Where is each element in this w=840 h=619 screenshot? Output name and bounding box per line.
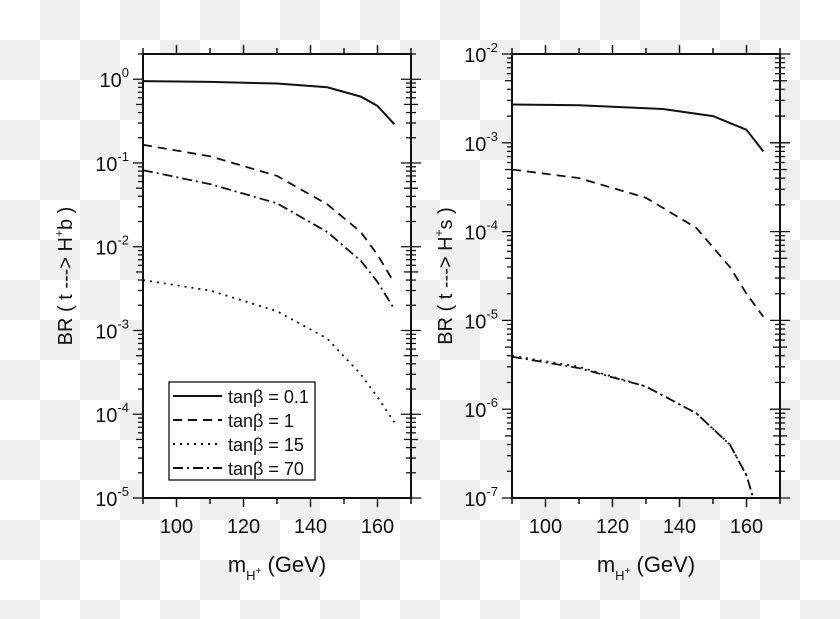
- y-tick-label: 10-3: [464, 129, 498, 156]
- text-part: 10: [95, 321, 117, 343]
- text-part: 10: [464, 45, 486, 67]
- x-tick-label: 140: [663, 516, 696, 538]
- text-part: -3: [486, 129, 498, 144]
- text-part: m: [597, 552, 615, 577]
- y-tick-label: 10-7: [464, 484, 498, 511]
- text-part: H: [246, 568, 255, 583]
- series-line-dashdot: [511, 355, 755, 499]
- panel-right: 100 120 140 16010-210-310-410-510-610-7mH+ …: [432, 40, 790, 583]
- text-part: 10: [464, 489, 486, 511]
- text-part: 10: [95, 489, 117, 511]
- legend-label: tanβ = 70: [228, 459, 304, 479]
- y-axis-label: BR ( t ---> H+s ): [432, 207, 457, 345]
- text-part: -4: [117, 400, 129, 415]
- text-part: 10: [464, 223, 486, 245]
- y-axis-label: BR ( t ---> H+b ): [52, 207, 77, 346]
- text-part: -5: [117, 484, 129, 499]
- y-tick-label: 10-2: [95, 233, 129, 260]
- legend: tanβ = 0.1 tanβ = 1 tanβ = 15 tanβ = 70: [168, 381, 316, 481]
- y-tick-label: 10-3: [95, 316, 129, 343]
- y-tick-label: 10-2: [464, 40, 498, 67]
- x-axis-label: mH+ (GeV): [228, 552, 326, 583]
- x-tick-label: 140: [294, 516, 327, 538]
- y-tick-label: 100: [100, 65, 129, 92]
- text-part: BR ( t ---> H: [435, 236, 457, 344]
- text-part: +: [625, 566, 631, 577]
- text-part: -5: [486, 306, 498, 321]
- x-tick-label: 160: [730, 516, 763, 538]
- plot-area: [511, 53, 781, 499]
- text-part: -7: [486, 484, 498, 499]
- text-part: -2: [117, 233, 129, 248]
- text-part: -3: [117, 316, 129, 331]
- y-tick-label: 10-1: [95, 149, 129, 176]
- y-tick-label: 10-4: [95, 400, 129, 427]
- text-part: (GeV): [630, 552, 695, 577]
- text-part: H: [615, 568, 624, 583]
- x-tick-label: 100: [529, 516, 562, 538]
- legend-label: tanβ = 15: [228, 435, 304, 455]
- text-part: 10: [95, 238, 117, 260]
- text-part: +: [256, 566, 262, 577]
- text-part: +: [52, 230, 66, 237]
- text-part: 10: [95, 154, 117, 176]
- text-part: -2: [486, 40, 498, 55]
- text-part: 10: [464, 311, 486, 333]
- x-axis-label: mH+ (GeV): [597, 552, 695, 583]
- y-tick-label: 10-6: [464, 395, 498, 422]
- series-line-dashdot: [142, 169, 396, 310]
- text-part: m: [228, 552, 246, 577]
- text-part: s ): [435, 207, 457, 229]
- legend-label: tanβ = 0.1: [228, 387, 309, 407]
- x-tick-label: 120: [596, 516, 629, 538]
- series-line-solid: [142, 80, 396, 125]
- x-tick-label: 100: [160, 516, 193, 538]
- text-part: 10: [95, 405, 117, 427]
- legend-box: [168, 381, 316, 481]
- x-tick-label: 120: [227, 516, 260, 538]
- series-line-solid: [511, 103, 765, 153]
- series-line-dashed: [142, 143, 396, 284]
- text-part: +: [432, 229, 446, 236]
- text-part: 0: [122, 65, 129, 80]
- text-part: 10: [464, 134, 486, 156]
- text-part: -1: [117, 149, 129, 164]
- x-tick-label: 160: [361, 516, 394, 538]
- text-part: b ): [55, 207, 77, 230]
- y-tick-label: 10-4: [464, 218, 498, 245]
- text-part: -6: [486, 395, 498, 410]
- y-tick-label: 10-5: [95, 484, 129, 511]
- text-part: BR ( t ---> H: [55, 237, 77, 345]
- y-tick-label: 10-5: [464, 306, 498, 333]
- text-part: -4: [486, 218, 498, 233]
- legend-label: tanβ = 1: [228, 411, 294, 431]
- series-line-dashed: [511, 168, 765, 318]
- text-part: 10: [100, 70, 122, 92]
- text-part: (GeV): [261, 552, 326, 577]
- text-part: 10: [464, 400, 486, 422]
